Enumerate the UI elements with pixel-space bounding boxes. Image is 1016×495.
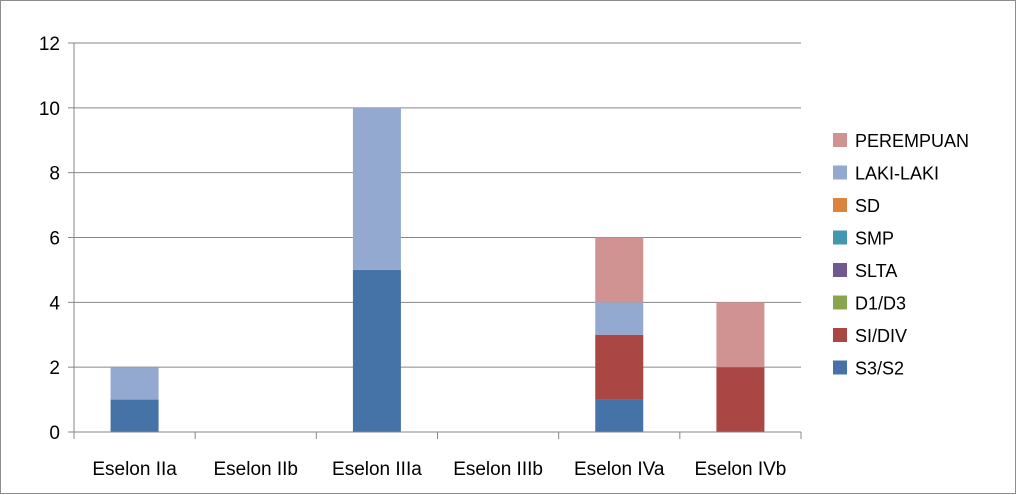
x-tick-label: Eselon IIIa <box>332 459 422 480</box>
x-tick-label: Eselon IIIb <box>453 459 543 480</box>
y-tick-label: 0 <box>49 423 60 444</box>
legend-label: SLTA <box>855 261 897 281</box>
bar-segment <box>352 269 401 432</box>
bar-segment <box>352 107 401 270</box>
legend-label: SD <box>855 196 880 216</box>
y-tick-label: 8 <box>49 164 60 185</box>
bar-segment <box>595 334 644 400</box>
bars <box>110 107 765 432</box>
legend-swatch <box>833 230 847 245</box>
legend-swatch <box>833 360 847 375</box>
legend-label: PEREMPUAN <box>855 131 969 151</box>
y-tick-label: 4 <box>49 293 60 314</box>
legend-label: SI/DIV <box>855 326 907 346</box>
y-tick-label: 12 <box>39 34 60 55</box>
legend-label: D1/D3 <box>855 294 906 314</box>
bar-segment <box>716 367 765 432</box>
bar-segment <box>110 399 159 432</box>
legend-label: S3/S2 <box>855 359 904 379</box>
bar-segment <box>110 367 159 400</box>
bar-segment <box>595 237 644 303</box>
legend: PEREMPUAN LAKI-LAKI SD SMP SLTA D1/D3 SI/DIV S3… <box>833 131 969 379</box>
bar-segment <box>595 399 644 432</box>
legend-swatch <box>833 263 847 277</box>
legend-swatch <box>833 328 847 342</box>
x-tick-label: Eselon IIa <box>92 459 177 480</box>
y-tick-label: 2 <box>49 358 60 379</box>
legend-label: LAKI-LAKI <box>855 164 939 184</box>
bar-segment <box>595 302 644 335</box>
legend-swatch <box>833 198 847 212</box>
axes: 0 2 4 6 8 10 12 Eselon IIa Eselon IIb Eselon IIIa… <box>39 34 802 480</box>
x-tick-label: Eselon IIb <box>214 459 299 480</box>
y-tick-label: 10 <box>39 99 60 120</box>
bar-segment <box>716 302 765 368</box>
legend-label: SMP <box>855 229 894 249</box>
legend-swatch <box>833 133 847 147</box>
x-tick-label: Eselon IVa <box>574 459 665 480</box>
legend-swatch <box>833 295 847 310</box>
x-tick-label: Eselon IVb <box>694 459 786 480</box>
legend-swatch <box>833 165 847 180</box>
gridlines <box>74 42 801 368</box>
y-tick-label: 6 <box>49 229 60 250</box>
